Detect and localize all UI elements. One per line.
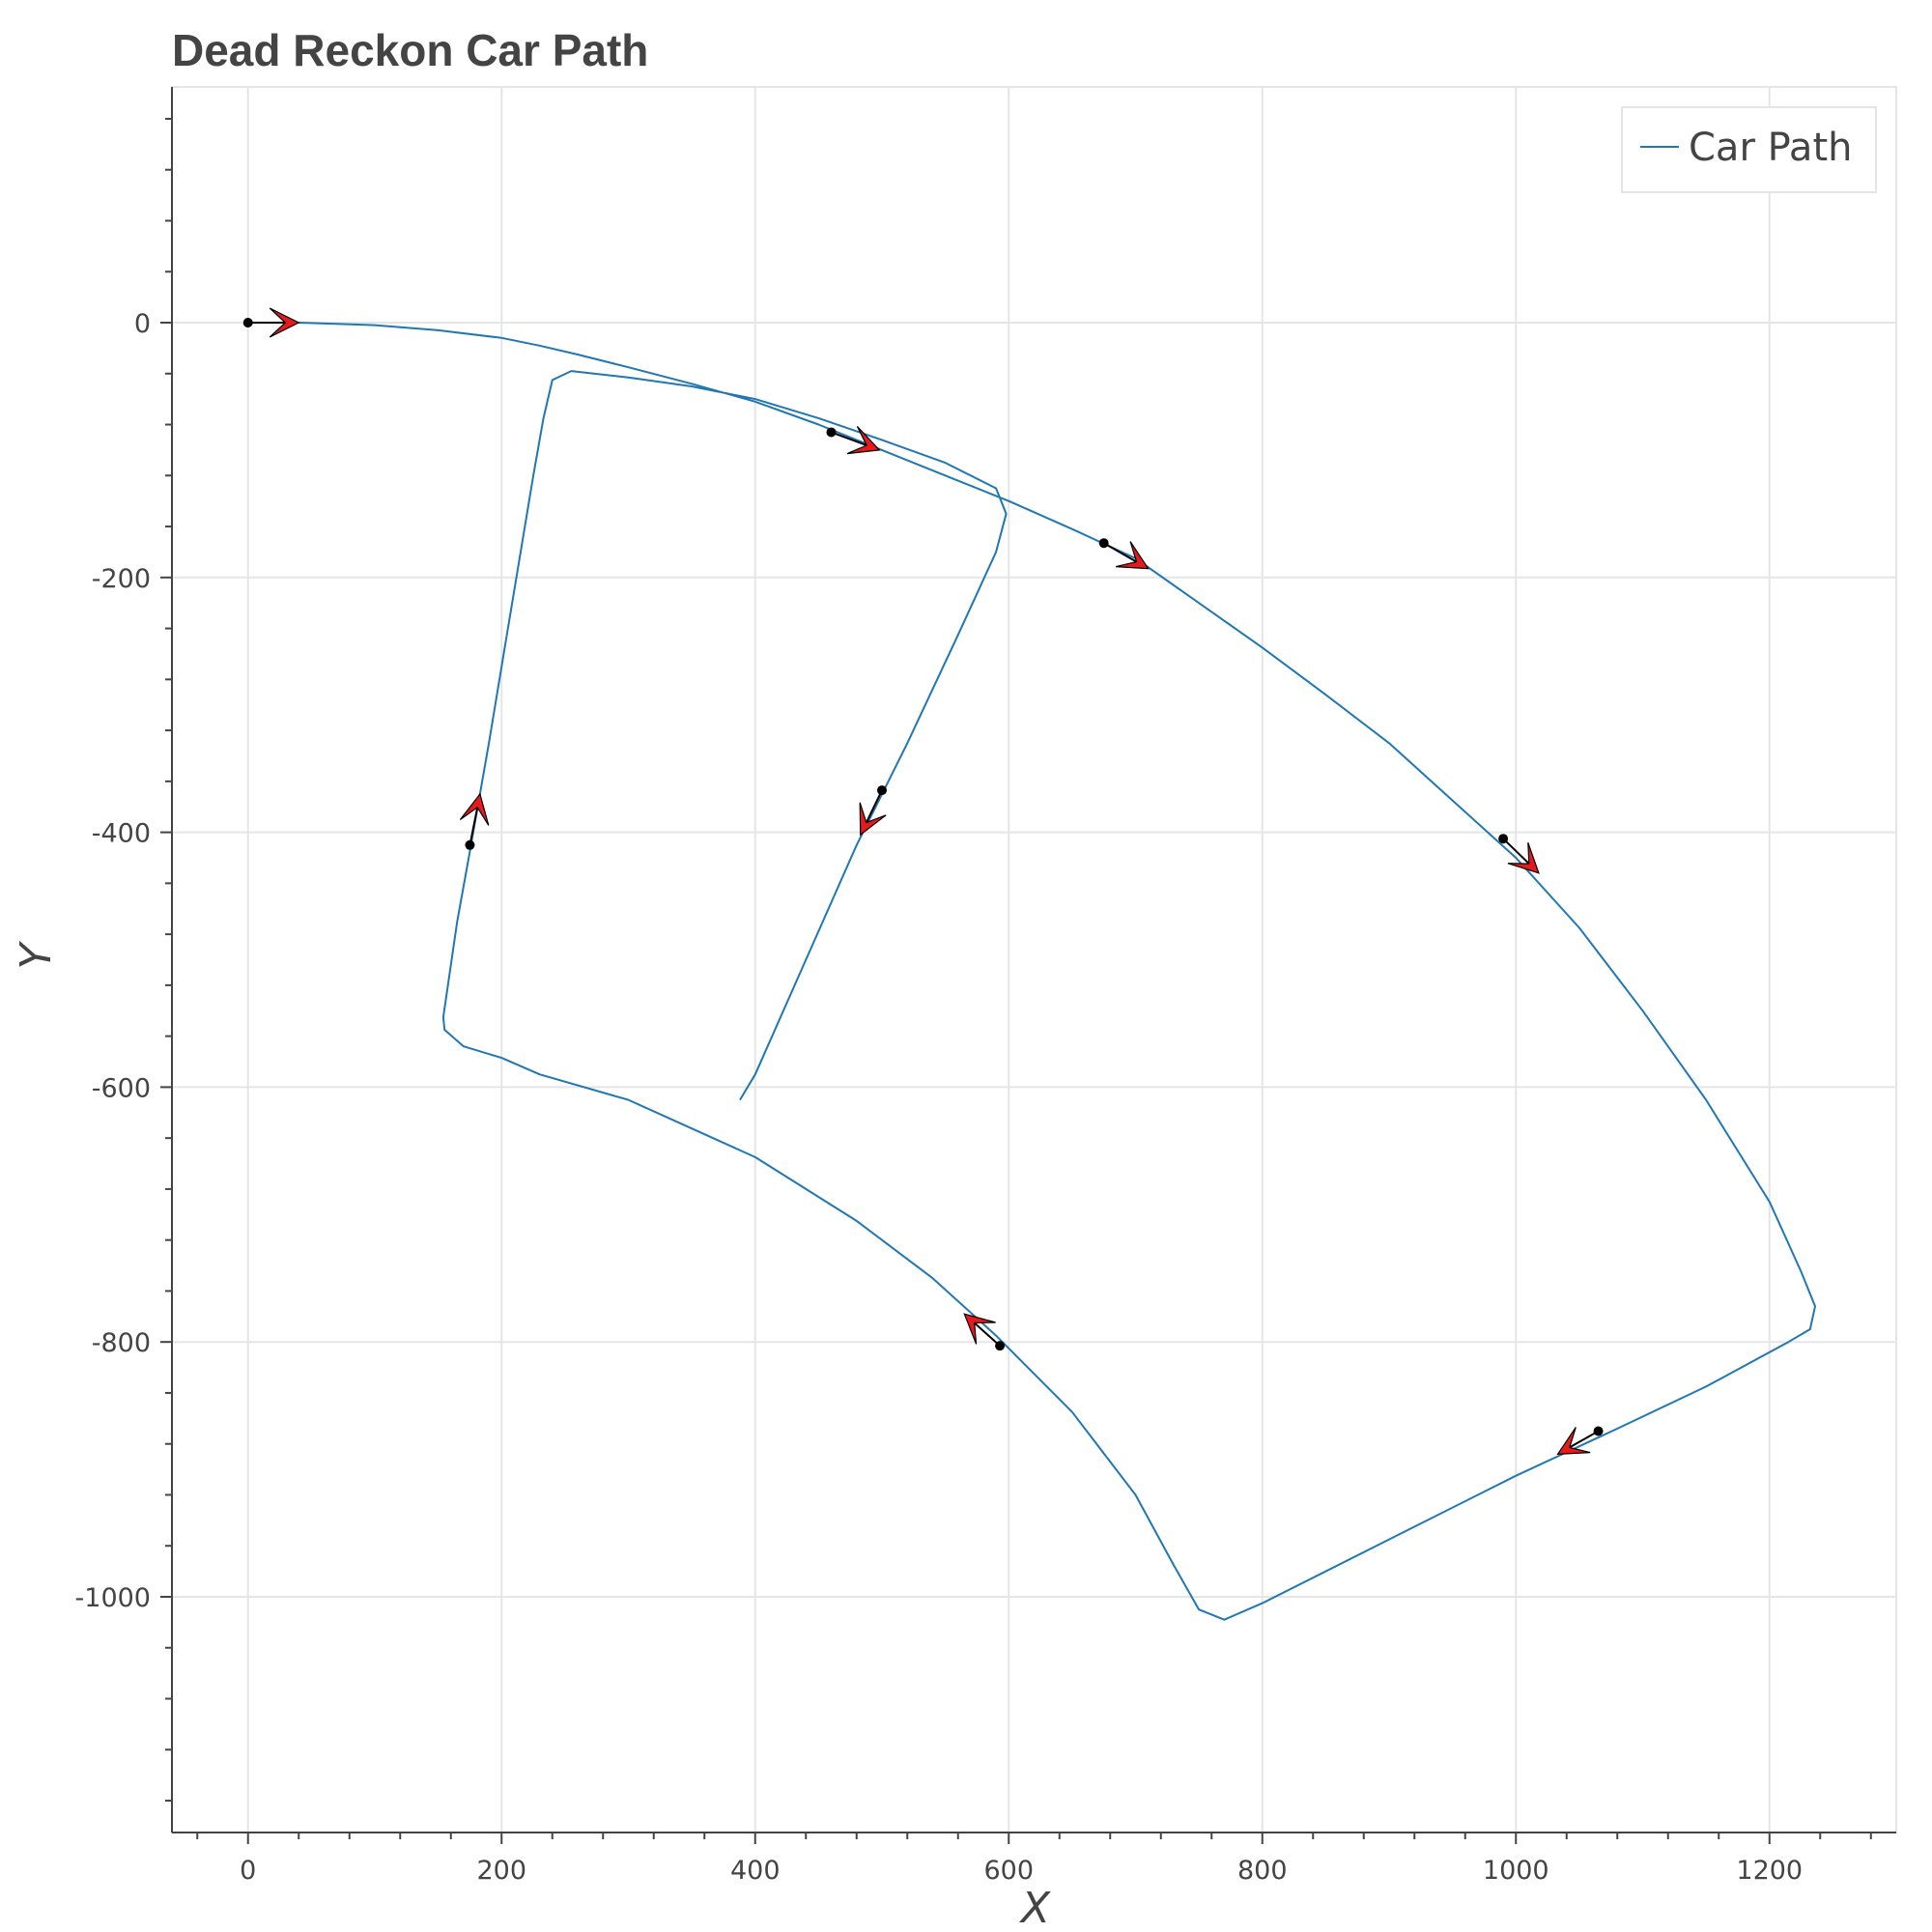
chart-title: Dead Reckon Car Path (172, 25, 648, 75)
arrow-shaft (1502, 838, 1530, 865)
x-tick-label: 600 (983, 1856, 1034, 1886)
arrow-shaft (974, 1321, 1001, 1347)
x-ticks: 0 200 400 600 800 1000 1200 (196, 1833, 1872, 1886)
x-tick-label: 200 (476, 1856, 526, 1886)
y-ticks: 0 -200 -400 -600 -800 -1000 (75, 117, 172, 1803)
arrow-head (859, 802, 887, 837)
arrow-origin-marker (877, 785, 887, 796)
y-tick-label: -400 (92, 819, 151, 849)
arrow-layer (242, 307, 1604, 1455)
arrow-head (1507, 842, 1540, 874)
arrow-head (1115, 541, 1150, 570)
arrow-shaft (1103, 542, 1137, 563)
y-tick-label: -600 (92, 1073, 151, 1103)
grid (172, 87, 1896, 1833)
arrow-origin-marker (1498, 834, 1509, 844)
arrow-head (1556, 1427, 1591, 1455)
legend: Car Path (1621, 106, 1877, 193)
y-axis-label: Y (12, 940, 61, 969)
x-tick-label: 1200 (1736, 1856, 1803, 1886)
arrow-origin-marker (1593, 1426, 1604, 1436)
y-tick-label: -800 (92, 1328, 151, 1358)
arrow-origin-marker (995, 1341, 1006, 1351)
plot-frame (171, 86, 1897, 1833)
y-tick-label: -1000 (75, 1583, 151, 1613)
arrow-shaft (831, 431, 867, 446)
x-tick-label: 0 (240, 1856, 256, 1886)
x-tick-label: 800 (1237, 1856, 1288, 1886)
arrow-shaft (865, 789, 883, 824)
series-layer (247, 322, 1816, 1621)
x-tick-label: 400 (730, 1856, 781, 1886)
series-line-car-path (247, 322, 1816, 1621)
arrow-origin-marker (1098, 538, 1109, 549)
x-axis-label: X (1019, 1884, 1051, 1932)
arrow-origin-marker (465, 839, 475, 850)
arrow-shaft (1569, 1430, 1600, 1449)
arrow-origin-marker (826, 427, 837, 438)
y-tick-label: 0 (134, 309, 151, 339)
x-tick-label: 1000 (1483, 1856, 1549, 1886)
arrow-head (459, 792, 490, 826)
arrow-head (269, 307, 300, 338)
legend-label-car-path: Car Path (1689, 126, 1852, 170)
legend-box (1621, 106, 1877, 193)
arrow-head (963, 1313, 996, 1345)
arrow-shaft (469, 807, 479, 845)
arrow-head (846, 425, 881, 455)
y-tick-label: -200 (92, 564, 151, 594)
arrow-origin-marker (242, 318, 253, 328)
axes (171, 87, 1896, 1833)
